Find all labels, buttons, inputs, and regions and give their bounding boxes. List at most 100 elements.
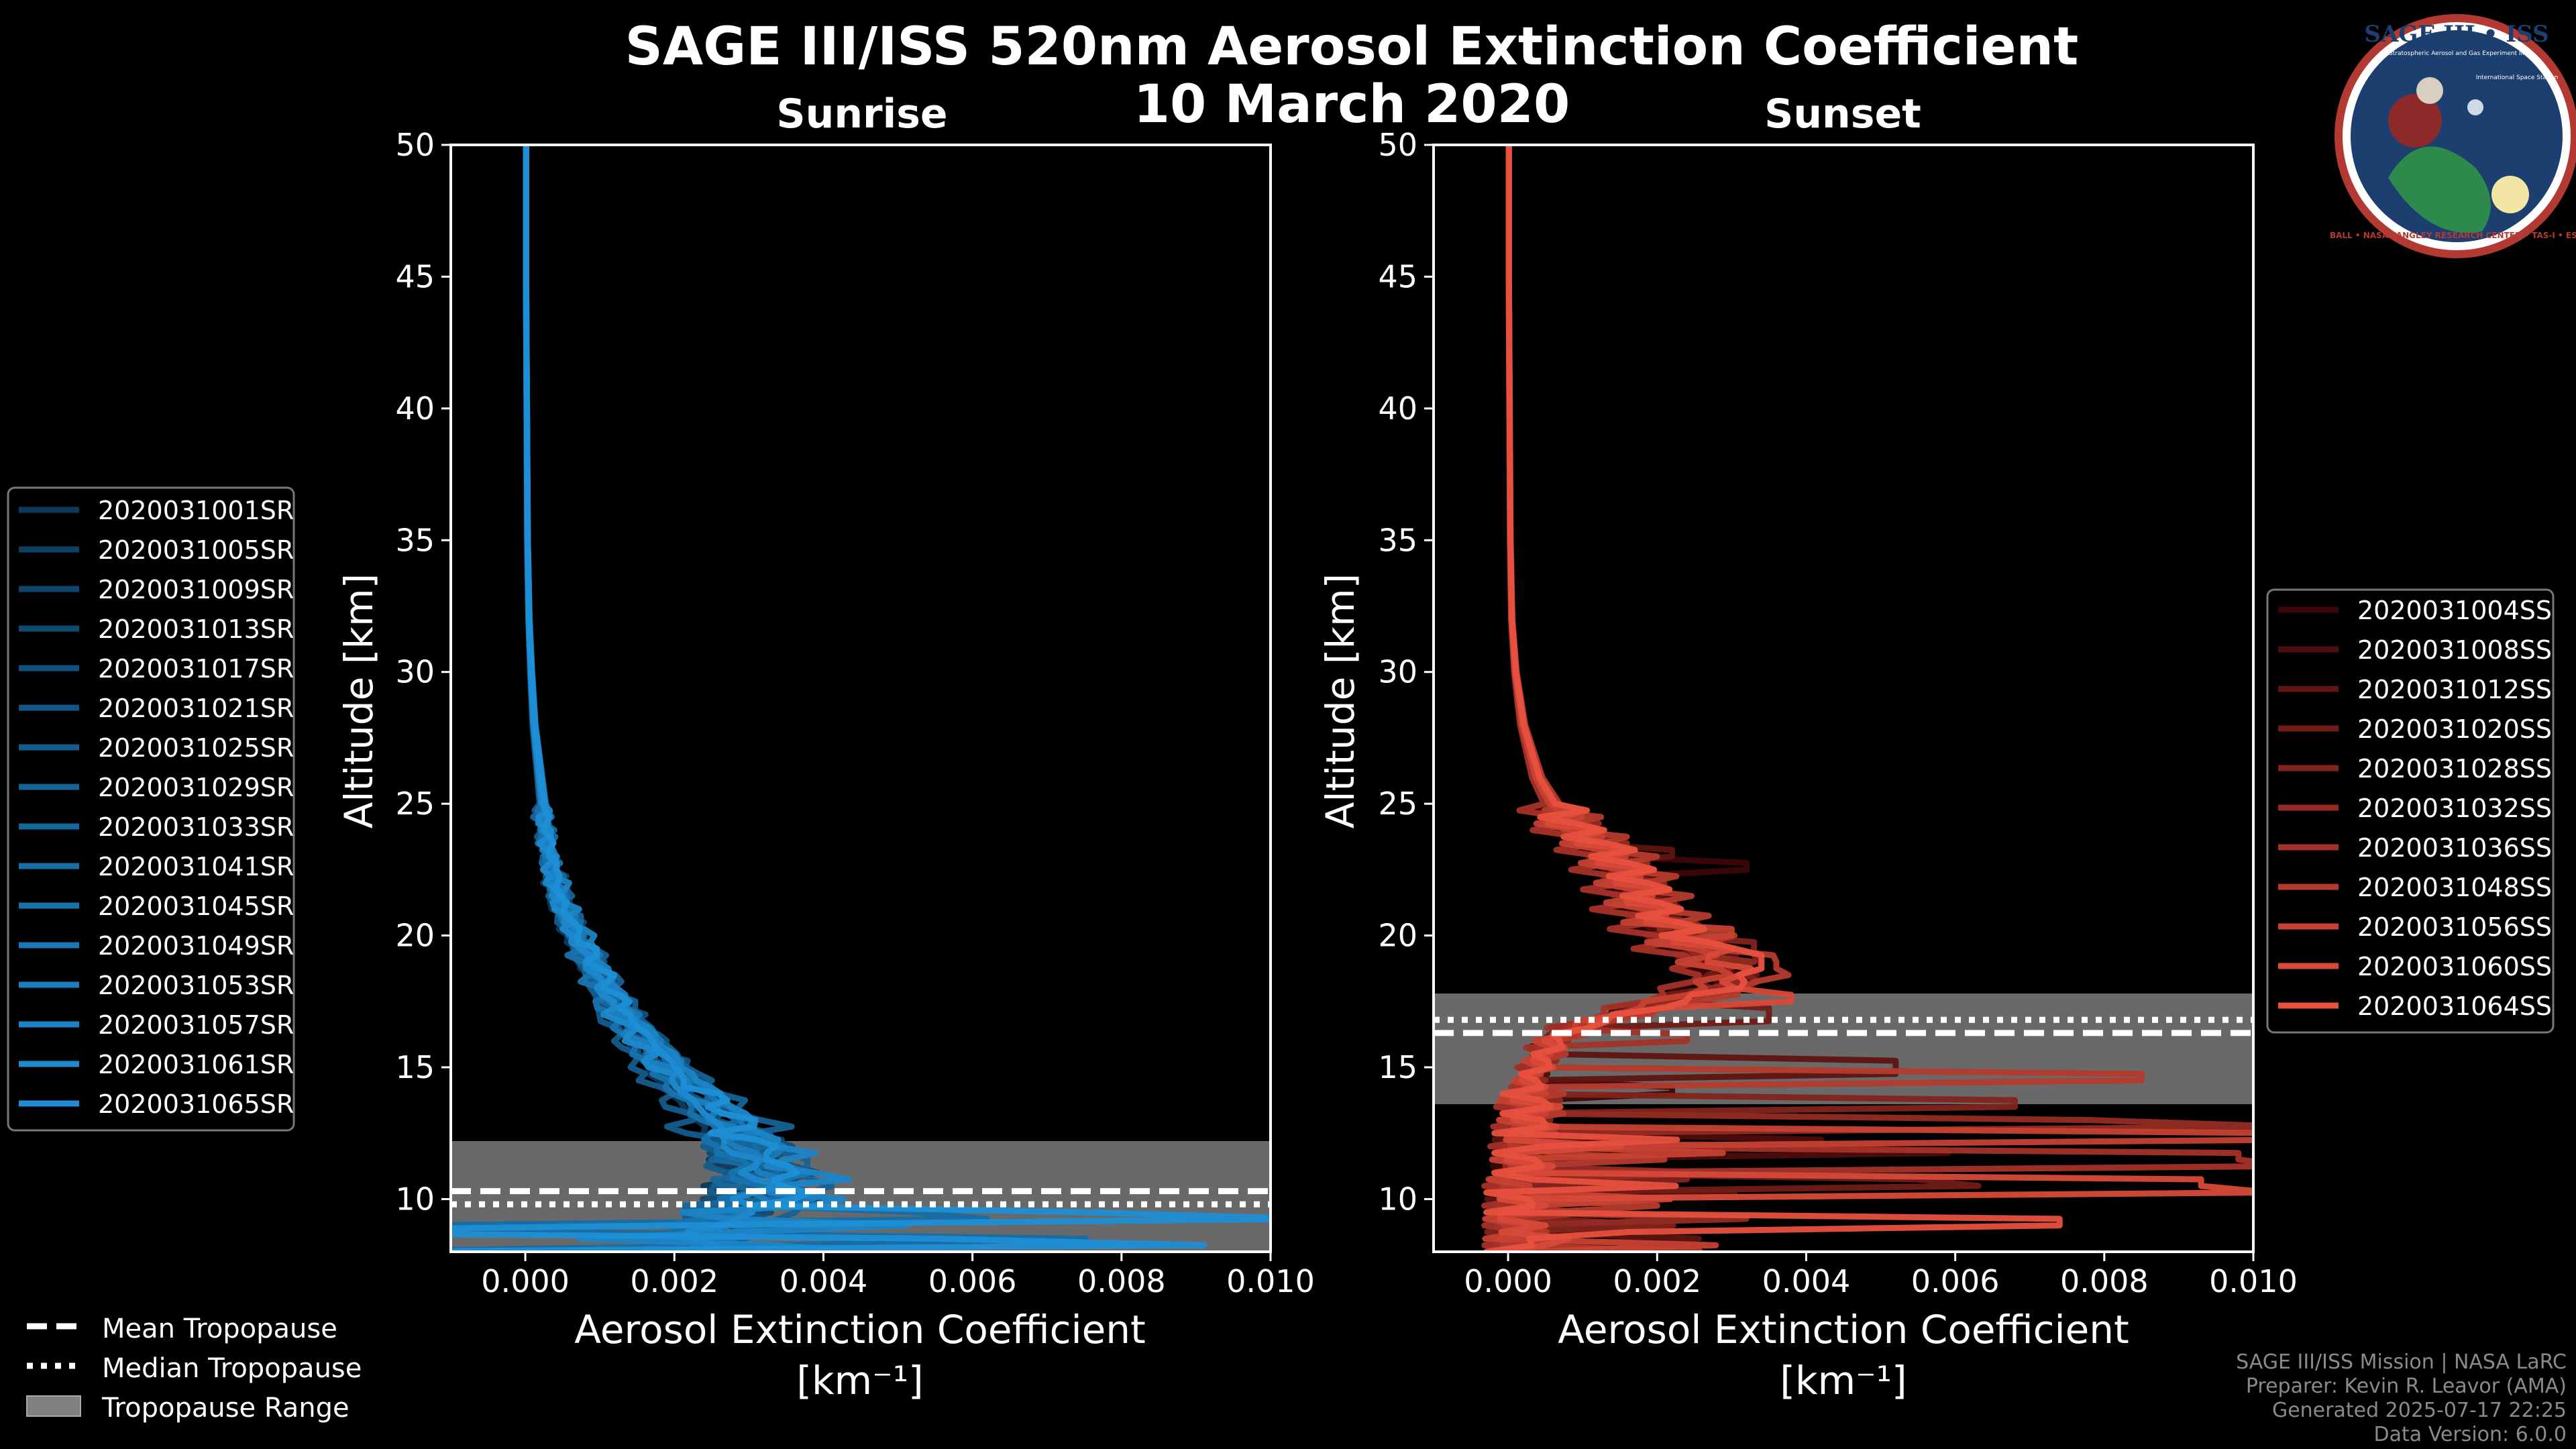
sunrise-series-2020031065SR [451,145,1271,1252]
sunrise-legend-label: 2020031057SR [98,1010,294,1040]
tropopause-range-label: Tropopause Range [101,1393,350,1424]
sunrise-y-tick-label: 15 [395,1049,435,1085]
sunrise-x-tick-label: 0.010 [1226,1263,1315,1299]
sunrise-y-axis-label: Altitude [km] [336,574,382,828]
sunrise-legend-label: 2020031065SR [98,1089,294,1119]
sunset-x-tick-label: 0.010 [2209,1263,2298,1299]
sunset-y-tick-label: 50 [1378,127,1417,163]
sunset-x-tick-label: 0.004 [1762,1263,1851,1299]
sunset-x-axis-label: Aerosol Extinction Coefficient [1558,1307,2129,1352]
sunset-legend-label: 2020031004SS [2357,596,2552,625]
sunrise-legend-label: 2020031021SR [98,694,294,723]
sunset-series-2020031064SS [1483,145,2063,1252]
footer-credits: SAGE III/ISS Mission | NASA LaRC Prepare… [2236,1350,2567,1446]
sunset-legend-label: 2020031028SS [2357,754,2552,784]
sunset-y-tick-label: 20 [1378,918,1417,954]
sunset-legend: 2020031004SS 2020031008SS 2020031012SS 2020… [2266,588,2555,1034]
figure-title: SAGE III/ISS 520nm Aerosol Extinction Co… [625,17,2079,77]
sunset-legend-label: 2020031032SS [2357,794,2552,823]
sunset-legend-label: 2020031056SS [2357,912,2552,942]
tropopause-range-swatch [26,1395,81,1417]
sunrise-y-tick-label: 10 [395,1181,435,1217]
sunrise-x-tick-label: 0.000 [481,1263,570,1299]
sunset-plot-frame [1432,144,2255,1253]
logo-figure [2388,94,2442,148]
sunrise-axes: 0.000 0.002 0.004 0.006 0.008 0.010 10 15 20 25 30… [395,127,1314,1299]
sunrise-legend-label: 2020031025SR [98,733,294,763]
sunrise-plot-frame [449,144,1272,1253]
sunset-legend-label: 2020031036SS [2357,833,2552,863]
sunset-legend-label: 2020031020SS [2357,714,2552,744]
sunset-x-tick-label: 0.000 [1464,1263,1552,1299]
sunset-legend-label: 2020031012SS [2357,675,2552,704]
sunrise-plot-area [451,145,1271,1252]
sunrise-panel-title: Sunrise [776,91,947,138]
sunset-x-tick-label: 0.008 [2060,1263,2149,1299]
sunrise-legend-label: 2020031049SR [98,931,294,961]
sunset-y-tick-label: 35 [1378,522,1417,558]
sunset-legend-label: 2020031048SS [2357,873,2552,902]
median-tropopause-label: Median Tropopause [102,1353,362,1384]
logo-moon [2467,99,2483,115]
sunrise-y-tick-label: 35 [395,522,435,558]
sunset-legend-box [2266,588,2555,1034]
sunset-x-tick-label: 0.002 [1613,1263,1701,1299]
sunset-y-axis-label: Altitude [km] [1318,574,1363,828]
sunset-x-tick-label: 0.006 [1911,1263,2000,1299]
sunrise-y-tick-label: 30 [395,654,435,690]
sunrise-x-axis-label: Aerosol Extinction Coefficient [574,1307,1146,1352]
sunrise-x-tick-label: 0.008 [1077,1263,1166,1299]
sunset-y-tick-label: 10 [1378,1181,1417,1217]
sunset-y-tick-label: 25 [1378,786,1417,822]
footer-data-version: Data Version: 6.0.0 [2374,1423,2567,1446]
sunrise-legend-label: 2020031041SR [98,852,294,881]
tropopause-legend: Mean Tropopause Median Tropopause Tropop… [26,1313,362,1424]
sage-logo: SAGE III • ISS Stratospheric Aerosol and… [2330,14,2576,258]
sunset-panel-title: Sunset [1764,91,1921,138]
sunrise-y-tick-label: 40 [395,390,435,427]
sunset-legend-label: 2020031008SS [2357,635,2552,665]
sunrise-x-tick-label: 0.004 [780,1263,868,1299]
footer-preparer: Preparer: Kevin R. Leavor (AMA) [2246,1375,2567,1398]
logo-earth-land [2388,146,2491,233]
logo-iss-text: International Space Station [2476,74,2559,81]
sunset-panel: Sunset Altitude [km] Aerosol Extinction … [1318,91,2298,1403]
mean-tropopause-label: Mean Tropopause [102,1313,337,1344]
sunrise-legend-label: 2020031061SR [98,1050,294,1079]
figure-date: 10 March 2020 [1134,74,1570,135]
sunrise-legend-label: 2020031029SR [98,773,294,802]
sunrise-legend-label: 2020031017SR [98,654,294,684]
sunrise-x-axis-unit: [km⁻¹] [796,1358,923,1403]
sunset-y-tick-label: 40 [1378,390,1417,427]
sunrise-legend-label: 2020031009SR [98,575,294,604]
logo-ring-text: BALL • NASA LANGLEY RESEARCH CENTER • TA… [2330,231,2576,240]
sunset-legend-label: 2020031060SS [2357,952,2552,981]
footer-generated: Generated 2025-07-17 22:25 [2272,1399,2567,1422]
sunrise-legend-box [7,486,295,1132]
logo-figure-head [2416,77,2443,104]
logo-sun [2491,176,2529,213]
sunrise-panel: Sunrise Altitude [km] Aerosol Extinction… [336,91,1315,1403]
sunset-axes: 0.000 0.002 0.004 0.006 0.008 0.010 10 15 20 25 30… [1378,127,2297,1299]
sunset-legend-label: 2020031064SS [2357,991,2552,1021]
sunrise-x-tick-label: 0.006 [928,1263,1017,1299]
sunrise-y-tick-label: 45 [395,258,435,294]
sunrise-legend-label: 2020031033SR [98,812,294,842]
sunrise-legend-label: 2020031005SR [98,535,294,565]
logo-subtitle: Stratospheric Aerosol and Gas Experiment… [2389,50,2524,57]
sunrise-legend: 2020031001SR 2020031005SR 2020031009SR 2020… [7,486,295,1132]
logo-title: SAGE III • ISS [2364,21,2548,48]
sunrise-legend-label: 2020031053SR [98,971,294,1000]
sunset-y-tick-label: 30 [1378,654,1417,690]
sunset-y-tick-label: 45 [1378,258,1417,294]
sunset-plot-area [1434,145,2253,1252]
footer-mission: SAGE III/ISS Mission | NASA LaRC [2236,1350,2567,1374]
sunrise-y-tick-label: 20 [395,918,435,954]
sunrise-legend-label: 2020031001SR [98,496,294,525]
sunrise-legend-label: 2020031013SR [98,614,294,644]
sunrise-y-tick-label: 50 [395,127,435,163]
sunrise-legend-label: 2020031045SR [98,892,294,921]
sunset-x-axis-unit: [km⁻¹] [1780,1358,1907,1403]
